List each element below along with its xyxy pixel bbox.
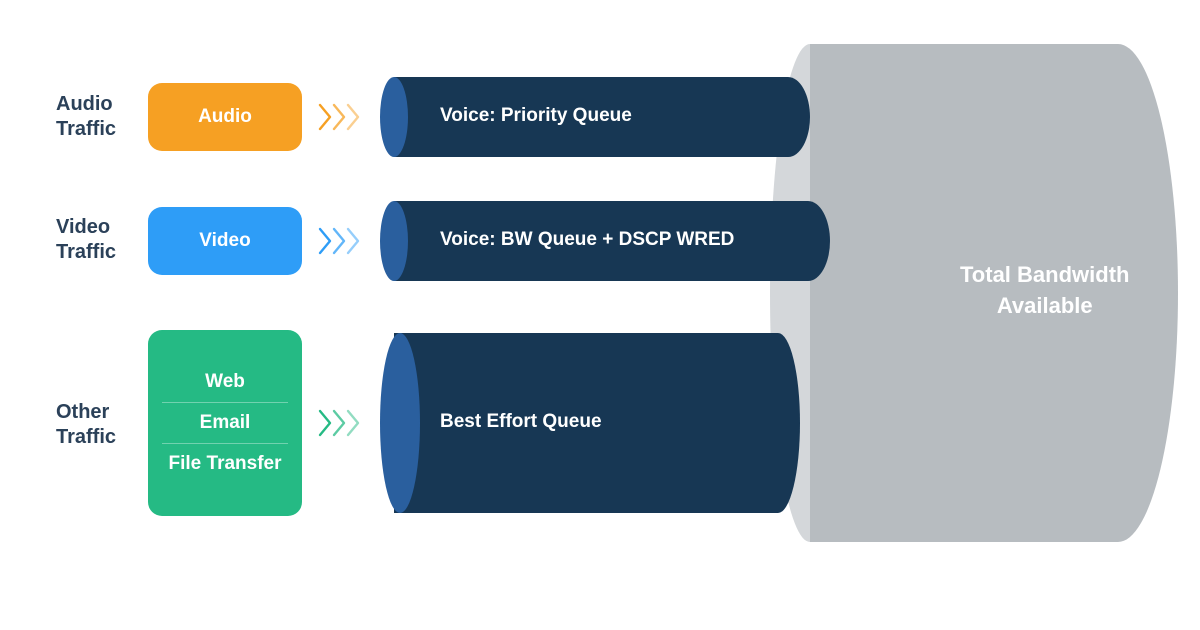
chip-divider — [162, 402, 288, 403]
chip-audio: Audio — [148, 83, 302, 151]
queue-video-label: Voice: BW Queue + DSCP WRED — [440, 229, 734, 251]
chevrons-icon — [316, 407, 366, 439]
bandwidth-label: Total Bandwidth Available — [960, 260, 1129, 322]
bandwidth-cylinder: Total Bandwidth Available — [770, 44, 1178, 542]
queue-other: Best Effort Queue — [380, 333, 800, 513]
queue-audio-label: Voice: Priority Queue — [440, 105, 632, 127]
arrows-video — [316, 225, 366, 257]
label-audio-traffic: Audio Traffic — [56, 92, 116, 142]
chip-other-item-0: Web — [205, 371, 245, 393]
chip-other: Web Email File Transfer — [148, 330, 302, 516]
chevrons-icon — [316, 101, 366, 133]
chip-video-text: Video — [199, 230, 250, 252]
label-other-traffic: Other Traffic — [56, 400, 116, 450]
chip-audio-text: Audio — [198, 106, 252, 128]
bandwidth-label-line1: Total Bandwidth — [960, 260, 1129, 291]
queue-video-cap — [380, 201, 408, 281]
chip-divider — [162, 443, 288, 444]
queue-audio: Voice: Priority Queue — [380, 77, 810, 157]
queue-video: Voice: BW Queue + DSCP WRED — [380, 201, 830, 281]
queue-audio-cap — [380, 77, 408, 157]
chevrons-icon — [316, 225, 366, 257]
chip-video: Video — [148, 207, 302, 275]
bandwidth-label-line2: Available — [960, 291, 1129, 322]
label-video-traffic: Video Traffic — [56, 215, 116, 265]
queue-other-label: Best Effort Queue — [440, 411, 602, 433]
chip-other-item-1: Email — [200, 412, 251, 434]
arrows-audio — [316, 101, 366, 133]
arrows-other — [316, 407, 366, 439]
queue-other-cap — [380, 333, 420, 513]
chip-other-item-2: File Transfer — [169, 453, 282, 475]
